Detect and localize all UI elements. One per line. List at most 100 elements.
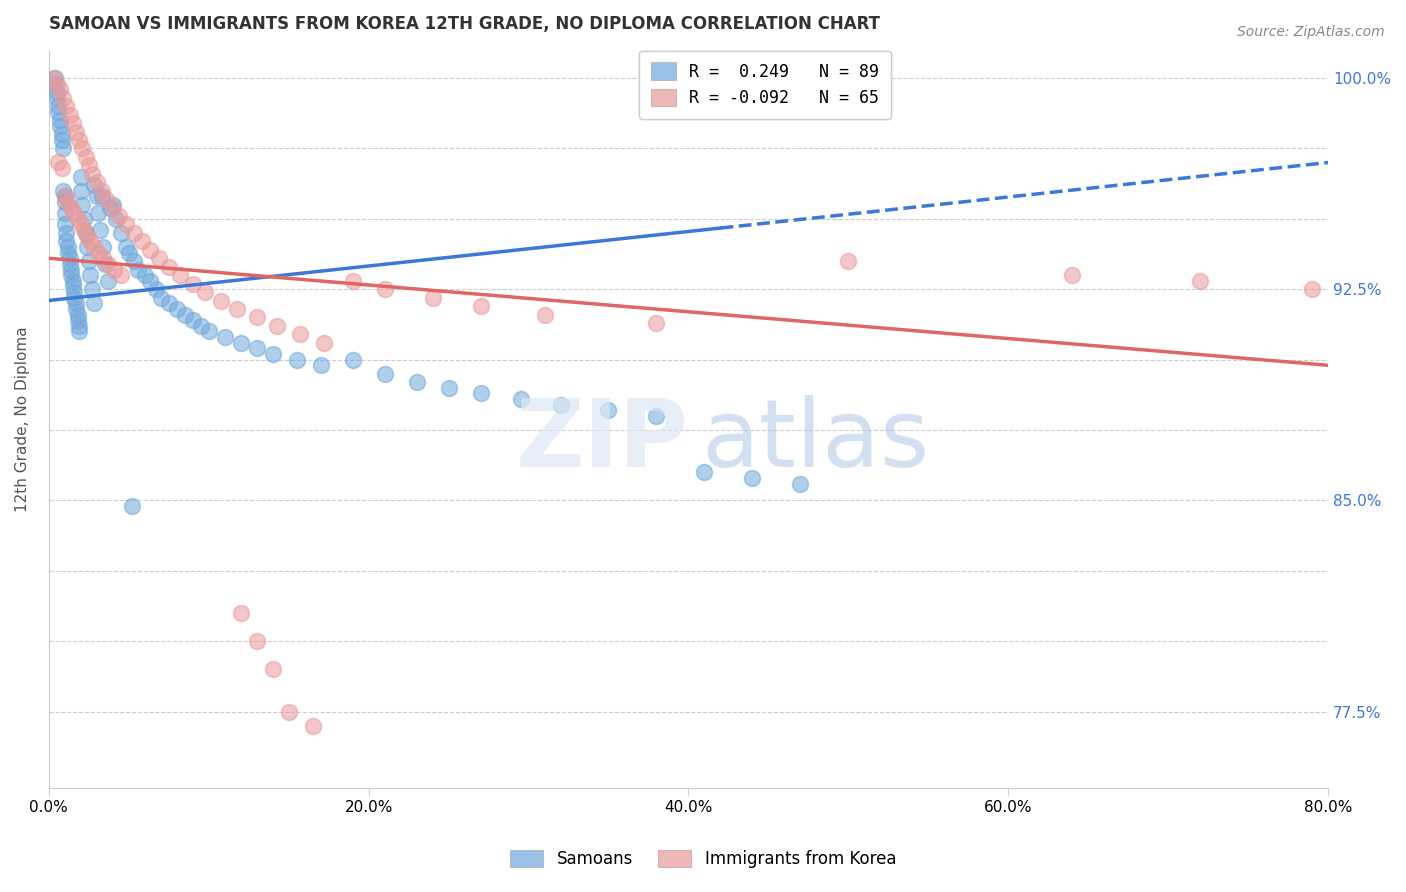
Point [114, 218, 136, 232]
Point [91, 252, 114, 266]
Point [45, 77, 67, 91]
Point [246, 634, 269, 648]
Point [60, 262, 83, 277]
Point [45, 91, 67, 105]
Point [374, 367, 396, 381]
Point [246, 310, 269, 325]
Point [266, 318, 288, 333]
Point [76, 240, 98, 254]
Point [58, 257, 80, 271]
Point [62, 116, 84, 130]
Point [69, 184, 91, 198]
Point [60, 201, 83, 215]
Point [46, 155, 69, 169]
Point [837, 254, 859, 268]
Point [67, 133, 90, 147]
Point [52, 91, 75, 105]
Point [211, 293, 233, 308]
Point [374, 282, 396, 296]
Point [166, 301, 188, 316]
Point [90, 184, 112, 198]
Point [89, 223, 111, 237]
Point [101, 201, 124, 215]
Point [181, 277, 204, 291]
Point [55, 235, 77, 249]
Point [157, 296, 180, 310]
Point [598, 403, 620, 417]
Point [73, 223, 96, 237]
Point [75, 150, 97, 164]
Point [131, 235, 153, 249]
Point [122, 254, 145, 268]
Legend: R =  0.249   N = 89, R = -0.092   N = 65: R = 0.249 N = 89, R = -0.092 N = 65 [640, 51, 891, 119]
Point [509, 392, 531, 406]
Point [80, 282, 103, 296]
Point [51, 133, 73, 147]
Point [46, 99, 69, 113]
Point [45, 85, 67, 99]
Point [229, 335, 252, 350]
Point [53, 189, 76, 203]
Point [342, 352, 364, 367]
Point [67, 325, 90, 339]
Point [1062, 268, 1084, 282]
Point [342, 274, 364, 288]
Point [56, 240, 79, 254]
Point [741, 471, 763, 485]
Point [134, 268, 156, 282]
Point [262, 347, 284, 361]
Point [288, 327, 311, 342]
Point [550, 398, 572, 412]
Point [52, 184, 75, 198]
Point [470, 299, 492, 313]
Text: SAMOAN VS IMMIGRANTS FROM KOREA 12TH GRADE, NO DIPLOMA CORRELATION CHART: SAMOAN VS IMMIGRANTS FROM KOREA 12TH GRA… [49, 15, 880, 33]
Point [405, 375, 427, 389]
Point [145, 282, 167, 296]
Point [470, 386, 492, 401]
Point [58, 252, 80, 266]
Point [49, 113, 72, 128]
Point [110, 268, 132, 282]
Point [309, 359, 332, 373]
Point [55, 226, 77, 240]
Point [77, 158, 100, 172]
Point [422, 291, 444, 305]
Point [53, 218, 76, 232]
Point [114, 240, 136, 254]
Text: ZIP: ZIP [516, 395, 689, 487]
Point [77, 254, 100, 268]
Point [66, 313, 89, 327]
Point [96, 192, 118, 206]
Point [60, 268, 83, 282]
Point [437, 381, 460, 395]
Point [118, 245, 141, 260]
Point [149, 291, 172, 305]
Point [42, 70, 65, 85]
Point [58, 107, 80, 121]
Point [44, 70, 66, 85]
Point [83, 296, 105, 310]
Point [246, 342, 269, 356]
Point [49, 119, 72, 133]
Point [127, 262, 149, 277]
Point [97, 257, 120, 271]
Point [645, 409, 668, 423]
Point [277, 705, 299, 719]
Point [66, 308, 89, 322]
Point [169, 268, 191, 282]
Point [226, 301, 249, 316]
Point [49, 82, 72, 96]
Point [56, 194, 79, 209]
Point [55, 99, 77, 113]
Point [285, 352, 308, 367]
Point [194, 285, 217, 299]
Point [86, 189, 108, 203]
Point [63, 206, 86, 220]
Point [229, 606, 252, 620]
Point [65, 124, 87, 138]
Point [103, 262, 125, 277]
Point [63, 291, 86, 305]
Point [46, 104, 69, 119]
Point [83, 240, 105, 254]
Text: Source: ZipAtlas.com: Source: ZipAtlas.com [1237, 25, 1385, 39]
